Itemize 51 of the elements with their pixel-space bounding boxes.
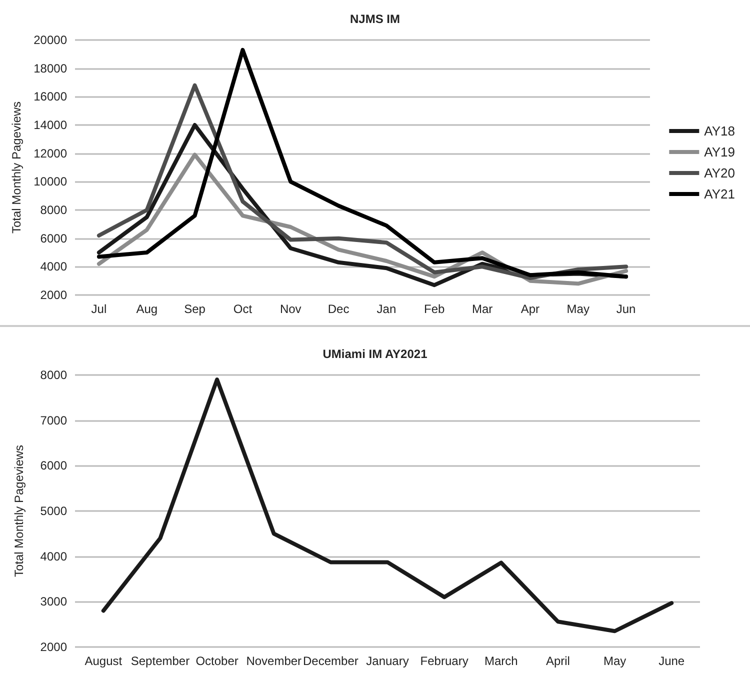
y-tick-label: 2000 (40, 640, 68, 654)
y-tick-label: 4000 (40, 549, 68, 564)
legend-label: AY18 (704, 124, 736, 138)
x-tick-label: September (130, 654, 190, 668)
y-tick-label: 6000 (40, 231, 68, 246)
x-tick-label: March (484, 654, 518, 668)
x-tick-label: Mar (472, 302, 493, 316)
x-tick-label: October (196, 654, 238, 668)
legend-label: AY19 (704, 144, 736, 160)
y-tick-label: 4000 (40, 260, 68, 274)
x-tick-label: December (303, 654, 358, 668)
x-tick-label: Jan (376, 302, 396, 316)
x-tick-label: Apr (520, 302, 540, 316)
y-tick-label: 18000 (34, 61, 68, 76)
x-tick-label: Nov (280, 302, 302, 316)
y-tick-label: 7000 (40, 413, 68, 428)
y-tick-label: 3000 (40, 594, 68, 609)
y-tick-label: 10000 (34, 174, 68, 189)
line-series (96, 48, 628, 279)
y-tick-label: 6000 (40, 458, 68, 473)
y-tick-label: 2000 (40, 288, 68, 302)
y-tick-label: 14000 (34, 118, 68, 132)
x-tick-label: Oct (233, 302, 253, 316)
x-tick-label: January (366, 654, 409, 668)
x-tick-label: June (658, 654, 685, 668)
legend-label: AY21 (704, 186, 736, 202)
x-tick-label: November (246, 654, 302, 668)
x-tick-label: April (546, 654, 570, 668)
chart-title: NJMS IM (350, 12, 400, 26)
line-series (101, 378, 674, 634)
y-axis-title: Total Monthly Pageviews (12, 444, 26, 578)
line-series (96, 83, 628, 280)
x-tick-label: Jul (91, 302, 107, 316)
y-axis-title: Total Monthly Pageviews (10, 101, 24, 234)
x-tick-label: Dec (328, 302, 350, 316)
x-tick-label: May (566, 302, 590, 316)
x-tick-label: August (84, 654, 123, 668)
x-tick-label: Sep (184, 302, 206, 316)
x-tick-label: Jun (616, 302, 636, 316)
x-tick-label: May (603, 654, 626, 668)
legend-label: AY20 (704, 166, 736, 180)
x-tick-label: Aug (136, 302, 158, 316)
chart-title: UMiami IM AY2021 (322, 347, 428, 361)
y-tick-label: 5000 (40, 504, 68, 518)
x-tick-label: February (420, 654, 468, 668)
y-tick-label: 8000 (40, 368, 68, 382)
y-tick-label: 12000 (34, 146, 68, 160)
x-tick-label: Feb (424, 302, 446, 316)
y-tick-label: 16000 (34, 90, 68, 104)
y-tick-label: 8000 (40, 203, 68, 217)
y-tick-label: 20000 (34, 33, 68, 47)
